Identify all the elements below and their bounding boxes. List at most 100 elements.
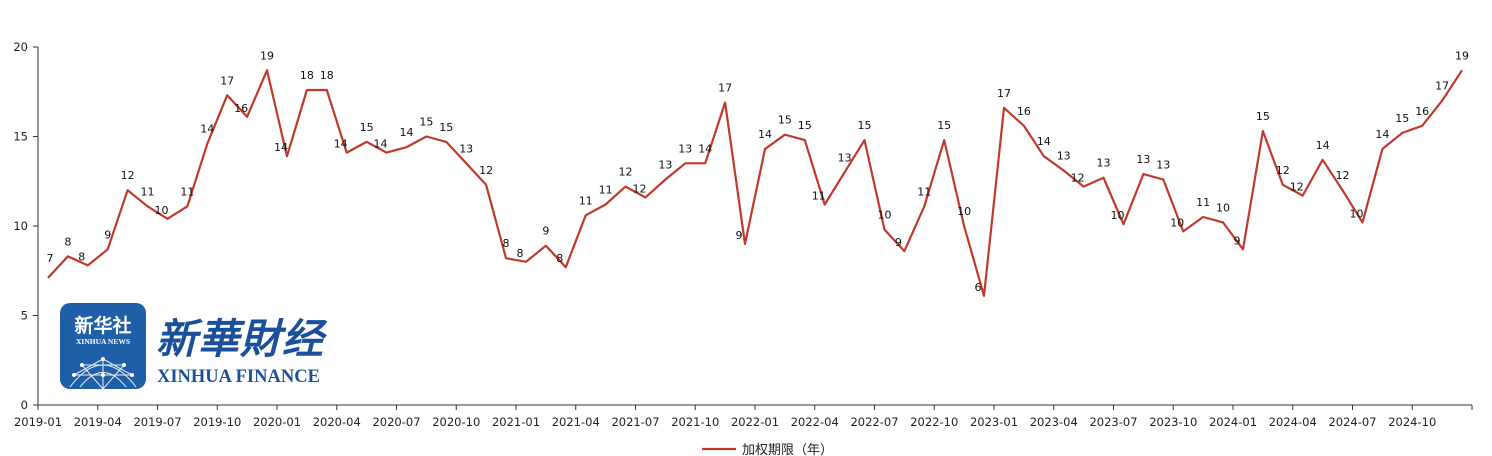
data-label: 13: [1136, 153, 1150, 166]
data-label: 16: [1017, 105, 1031, 118]
data-label: 14: [1316, 139, 1330, 152]
data-label: 10: [878, 209, 892, 222]
data-label: 13: [1057, 150, 1071, 163]
x-tick-label: 2023-07: [1089, 415, 1137, 429]
data-label: 15: [439, 121, 453, 134]
x-tick-label: 2024-01: [1209, 415, 1257, 429]
data-label: 17: [718, 82, 732, 95]
data-label: 14: [758, 128, 772, 141]
y-tick-label: 10: [13, 219, 28, 233]
data-label: 14: [334, 138, 348, 151]
xinhua-finance-watermark: 新华社 XINHUA NEWS 新華財经 XINHUA FINANCE: [60, 303, 345, 393]
x-tick-label: 2022-07: [850, 415, 898, 429]
data-label: 12: [479, 164, 493, 177]
data-label: 14: [274, 141, 288, 154]
data-label: 15: [778, 114, 792, 127]
x-tick-label: 2020-07: [372, 415, 420, 429]
data-label: 6: [975, 281, 982, 294]
data-label: 11: [180, 185, 194, 198]
data-label: 15: [419, 116, 433, 129]
x-tick-label: 2020-04: [313, 415, 361, 429]
y-tick-label: 5: [21, 309, 28, 323]
data-label: 11: [141, 185, 155, 198]
data-label: 12: [1071, 172, 1085, 185]
data-label: 13: [838, 151, 852, 164]
data-label: 15: [360, 121, 374, 134]
data-label: 13: [678, 142, 692, 155]
data-label: 17: [997, 87, 1011, 100]
data-label: 18: [300, 69, 314, 82]
data-label: 15: [937, 119, 951, 132]
data-label: 8: [503, 237, 510, 250]
x-tick-label: 2022-10: [910, 415, 958, 429]
data-label: 13: [658, 159, 672, 172]
xinhua-news-logo: 新华社 XINHUA NEWS: [60, 303, 146, 389]
x-tick-label: 2024-04: [1269, 415, 1317, 429]
x-tick-label: 2023-10: [1149, 415, 1197, 429]
data-label: 11: [917, 185, 931, 198]
data-label: 8: [64, 235, 71, 248]
data-label: 12: [1276, 164, 1290, 177]
y-axis-ticks: 0 5 10 15 20: [13, 40, 38, 412]
x-tick-label: 2019-07: [133, 415, 181, 429]
data-label: 10: [957, 205, 971, 218]
data-label: 19: [1455, 49, 1469, 62]
data-label: 15: [1256, 110, 1270, 123]
x-tick-label: 2021-07: [611, 415, 659, 429]
data-label: 11: [599, 184, 613, 197]
x-tick-label: 2020-10: [432, 415, 480, 429]
data-label: 11: [812, 190, 826, 203]
x-tick-label: 2019-10: [193, 415, 241, 429]
data-label: 16: [234, 102, 248, 115]
x-tick-label: 2023-01: [970, 415, 1018, 429]
x-tick-label: 2023-04: [1030, 415, 1078, 429]
data-label: 8: [78, 250, 85, 263]
data-label: 8: [517, 247, 524, 260]
y-tick-label: 15: [13, 130, 28, 144]
data-label: 8: [556, 252, 563, 265]
data-label: 16: [1415, 105, 1429, 118]
data-label: 10: [155, 204, 169, 217]
data-label: 15: [1395, 112, 1409, 125]
data-label: 11: [579, 194, 593, 207]
data-label: 14: [1037, 135, 1051, 148]
x-tick-label: 2019-04: [74, 415, 122, 429]
data-label: 19: [260, 49, 274, 62]
data-label: 17: [220, 74, 234, 87]
data-label: 14: [400, 126, 414, 139]
logo-brand-english: XINHUA FINANCE: [157, 367, 320, 387]
data-label: 9: [542, 225, 549, 238]
legend: 加权期限（年）: [702, 442, 833, 456]
data-label: 7: [47, 252, 54, 265]
legend-label: 加权期限（年）: [742, 442, 833, 456]
data-label: 9: [104, 228, 111, 241]
x-tick-label: 2022-04: [791, 415, 839, 429]
data-label: 13: [1097, 157, 1111, 170]
data-label: 9: [736, 229, 743, 242]
data-label: 12: [1290, 181, 1304, 194]
x-tick-label: 2021-01: [492, 415, 540, 429]
data-label: 15: [858, 119, 872, 132]
data-label: 14: [1375, 128, 1389, 141]
x-tick-label: 2021-10: [671, 415, 719, 429]
x-tick-label: 2021-04: [552, 415, 600, 429]
y-tick-label: 20: [13, 40, 28, 54]
x-axis-ticks: 2019-01 2019-04 2019-07 2019-10 2020-01 2020-…: [14, 405, 1473, 429]
data-label: 14: [698, 142, 712, 155]
data-label: 12: [633, 182, 647, 195]
series-line: [47, 69, 1463, 297]
data-label: 9: [895, 236, 902, 249]
data-label: 9: [1234, 234, 1241, 247]
x-tick-label: 2024-10: [1388, 415, 1436, 429]
data-label: 14: [374, 138, 388, 151]
data-label: 17: [1435, 80, 1449, 93]
data-label: 12: [121, 169, 135, 182]
x-tick-label: 2020-01: [253, 415, 301, 429]
y-tick-label: 0: [21, 398, 28, 412]
data-label: 10: [1350, 207, 1364, 220]
data-label: 11: [1196, 196, 1210, 209]
data-label: 15: [798, 119, 812, 132]
data-label: 13: [1156, 159, 1170, 172]
x-tick-label: 2022-01: [731, 415, 779, 429]
